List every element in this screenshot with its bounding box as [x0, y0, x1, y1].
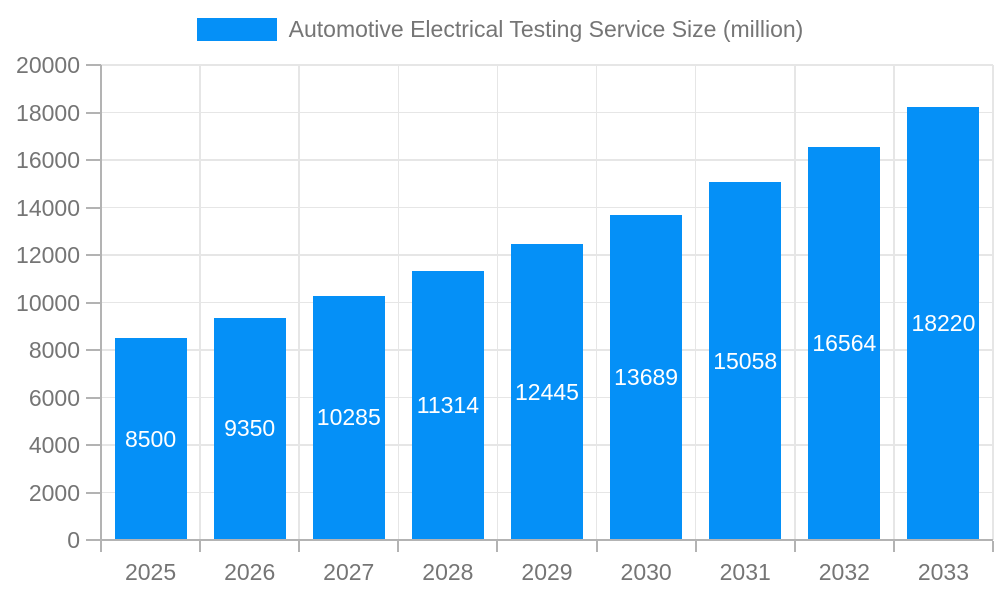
bar-value-label: 18220	[911, 310, 976, 337]
y-tick-label: 2000	[28, 479, 80, 506]
bar-value-label: 13689	[614, 363, 679, 390]
y-tick-label: 16000	[16, 147, 80, 173]
bar-value-label: 12445	[515, 378, 579, 405]
bar-2033[interactable]: 18220	[907, 107, 980, 540]
legend-swatch	[196, 18, 277, 41]
x-axis-line	[86, 539, 993, 541]
gridline-horizontal	[101, 206, 993, 209]
bar-value-label: 11314	[416, 392, 480, 419]
x-tick-label: 2030	[620, 559, 672, 585]
x-tick-mark	[199, 541, 202, 552]
y-tick-mark	[86, 491, 101, 494]
gridline-vertical	[893, 65, 895, 540]
x-tick-mark	[992, 541, 994, 552]
y-tick-mark	[86, 349, 101, 351]
x-tick-mark	[595, 541, 598, 552]
bar-value-label: 15058	[713, 347, 778, 374]
y-axis-labels: 0 2000 4000 6000 8000 10000 12000 14000 16000 180…	[0, 52, 80, 553]
y-tick-mark	[86, 444, 101, 446]
legend-label: Automotive Electrical Testing Service Si…	[288, 16, 804, 42]
y-tick-mark	[86, 111, 101, 114]
bar-value-label: 16564	[812, 329, 877, 356]
bar-2031[interactable]: 15058	[709, 182, 782, 540]
gridline-horizontal	[101, 64, 993, 66]
gridline-horizontal	[101, 111, 993, 114]
plot-area: 8500 9350 10285 11314 12445 13689 15058 16564 18…	[101, 64, 994, 540]
y-tick-label: 10000	[16, 289, 80, 316]
bar-value-label: 10285	[316, 404, 381, 431]
y-tick-label: 18000	[16, 99, 80, 126]
bar-2027[interactable]: 10285	[312, 295, 385, 540]
x-tick-mark	[298, 541, 301, 552]
y-tick-mark	[86, 396, 101, 399]
y-tick-label: 4000	[28, 432, 80, 458]
y-tick-label: 6000	[28, 384, 80, 411]
x-tick-label: 2031	[719, 559, 771, 585]
gridline-vertical	[199, 65, 201, 540]
x-tick-label: 2028	[422, 559, 474, 585]
bar-value-label: 8500	[124, 425, 177, 452]
gridline-horizontal	[101, 159, 993, 161]
bar-2029[interactable]: 12445	[510, 244, 584, 540]
y-tick-label: 8000	[28, 337, 80, 363]
y-tick-label: 12000	[16, 242, 80, 268]
y-tick-mark	[86, 159, 101, 161]
gridline-vertical	[496, 65, 499, 540]
y-tick-mark	[86, 206, 101, 209]
y-tick-mark	[86, 64, 101, 66]
x-tick-label: 2032	[818, 559, 870, 585]
bar-2030[interactable]: 13689	[610, 214, 683, 540]
gridline-vertical	[992, 65, 994, 540]
gridline-vertical	[794, 65, 796, 540]
x-tick-label: 2025	[124, 559, 177, 585]
x-tick-mark	[397, 541, 400, 552]
x-tick-mark	[892, 541, 895, 552]
gridline-vertical	[298, 65, 300, 540]
y-tick-label: 0	[67, 527, 80, 553]
gridline-vertical	[397, 65, 400, 540]
x-tick-label: 2027	[323, 559, 375, 585]
bar-value-label: 9350	[224, 415, 276, 442]
x-tick-mark	[793, 541, 796, 552]
x-tick-label: 2026	[224, 559, 276, 585]
bar-2032[interactable]: 16564	[808, 146, 881, 540]
y-tick-label: 14000	[16, 194, 80, 221]
x-tick-label: 2033	[917, 559, 970, 585]
y-tick-mark	[86, 301, 101, 304]
x-tick-mark	[496, 541, 499, 552]
y-tick-mark	[86, 254, 101, 256]
bar-2026[interactable]: 9350	[213, 317, 286, 540]
gridline-vertical	[595, 65, 598, 540]
legend[interactable]: Automotive Electrical Testing Service Si…	[0, 16, 1000, 43]
gridline-vertical	[694, 65, 697, 540]
bar-2028[interactable]: 11314	[411, 271, 484, 540]
y-axis-line	[100, 65, 102, 552]
bar-2025[interactable]: 8500	[114, 338, 187, 540]
x-axis-labels: 2025 2026 2027 2028 2029 2030 2031 2032 2033	[101, 553, 993, 587]
x-tick-label: 2029	[521, 559, 573, 585]
y-tick-label: 20000	[16, 52, 80, 78]
x-tick-mark	[694, 541, 697, 552]
